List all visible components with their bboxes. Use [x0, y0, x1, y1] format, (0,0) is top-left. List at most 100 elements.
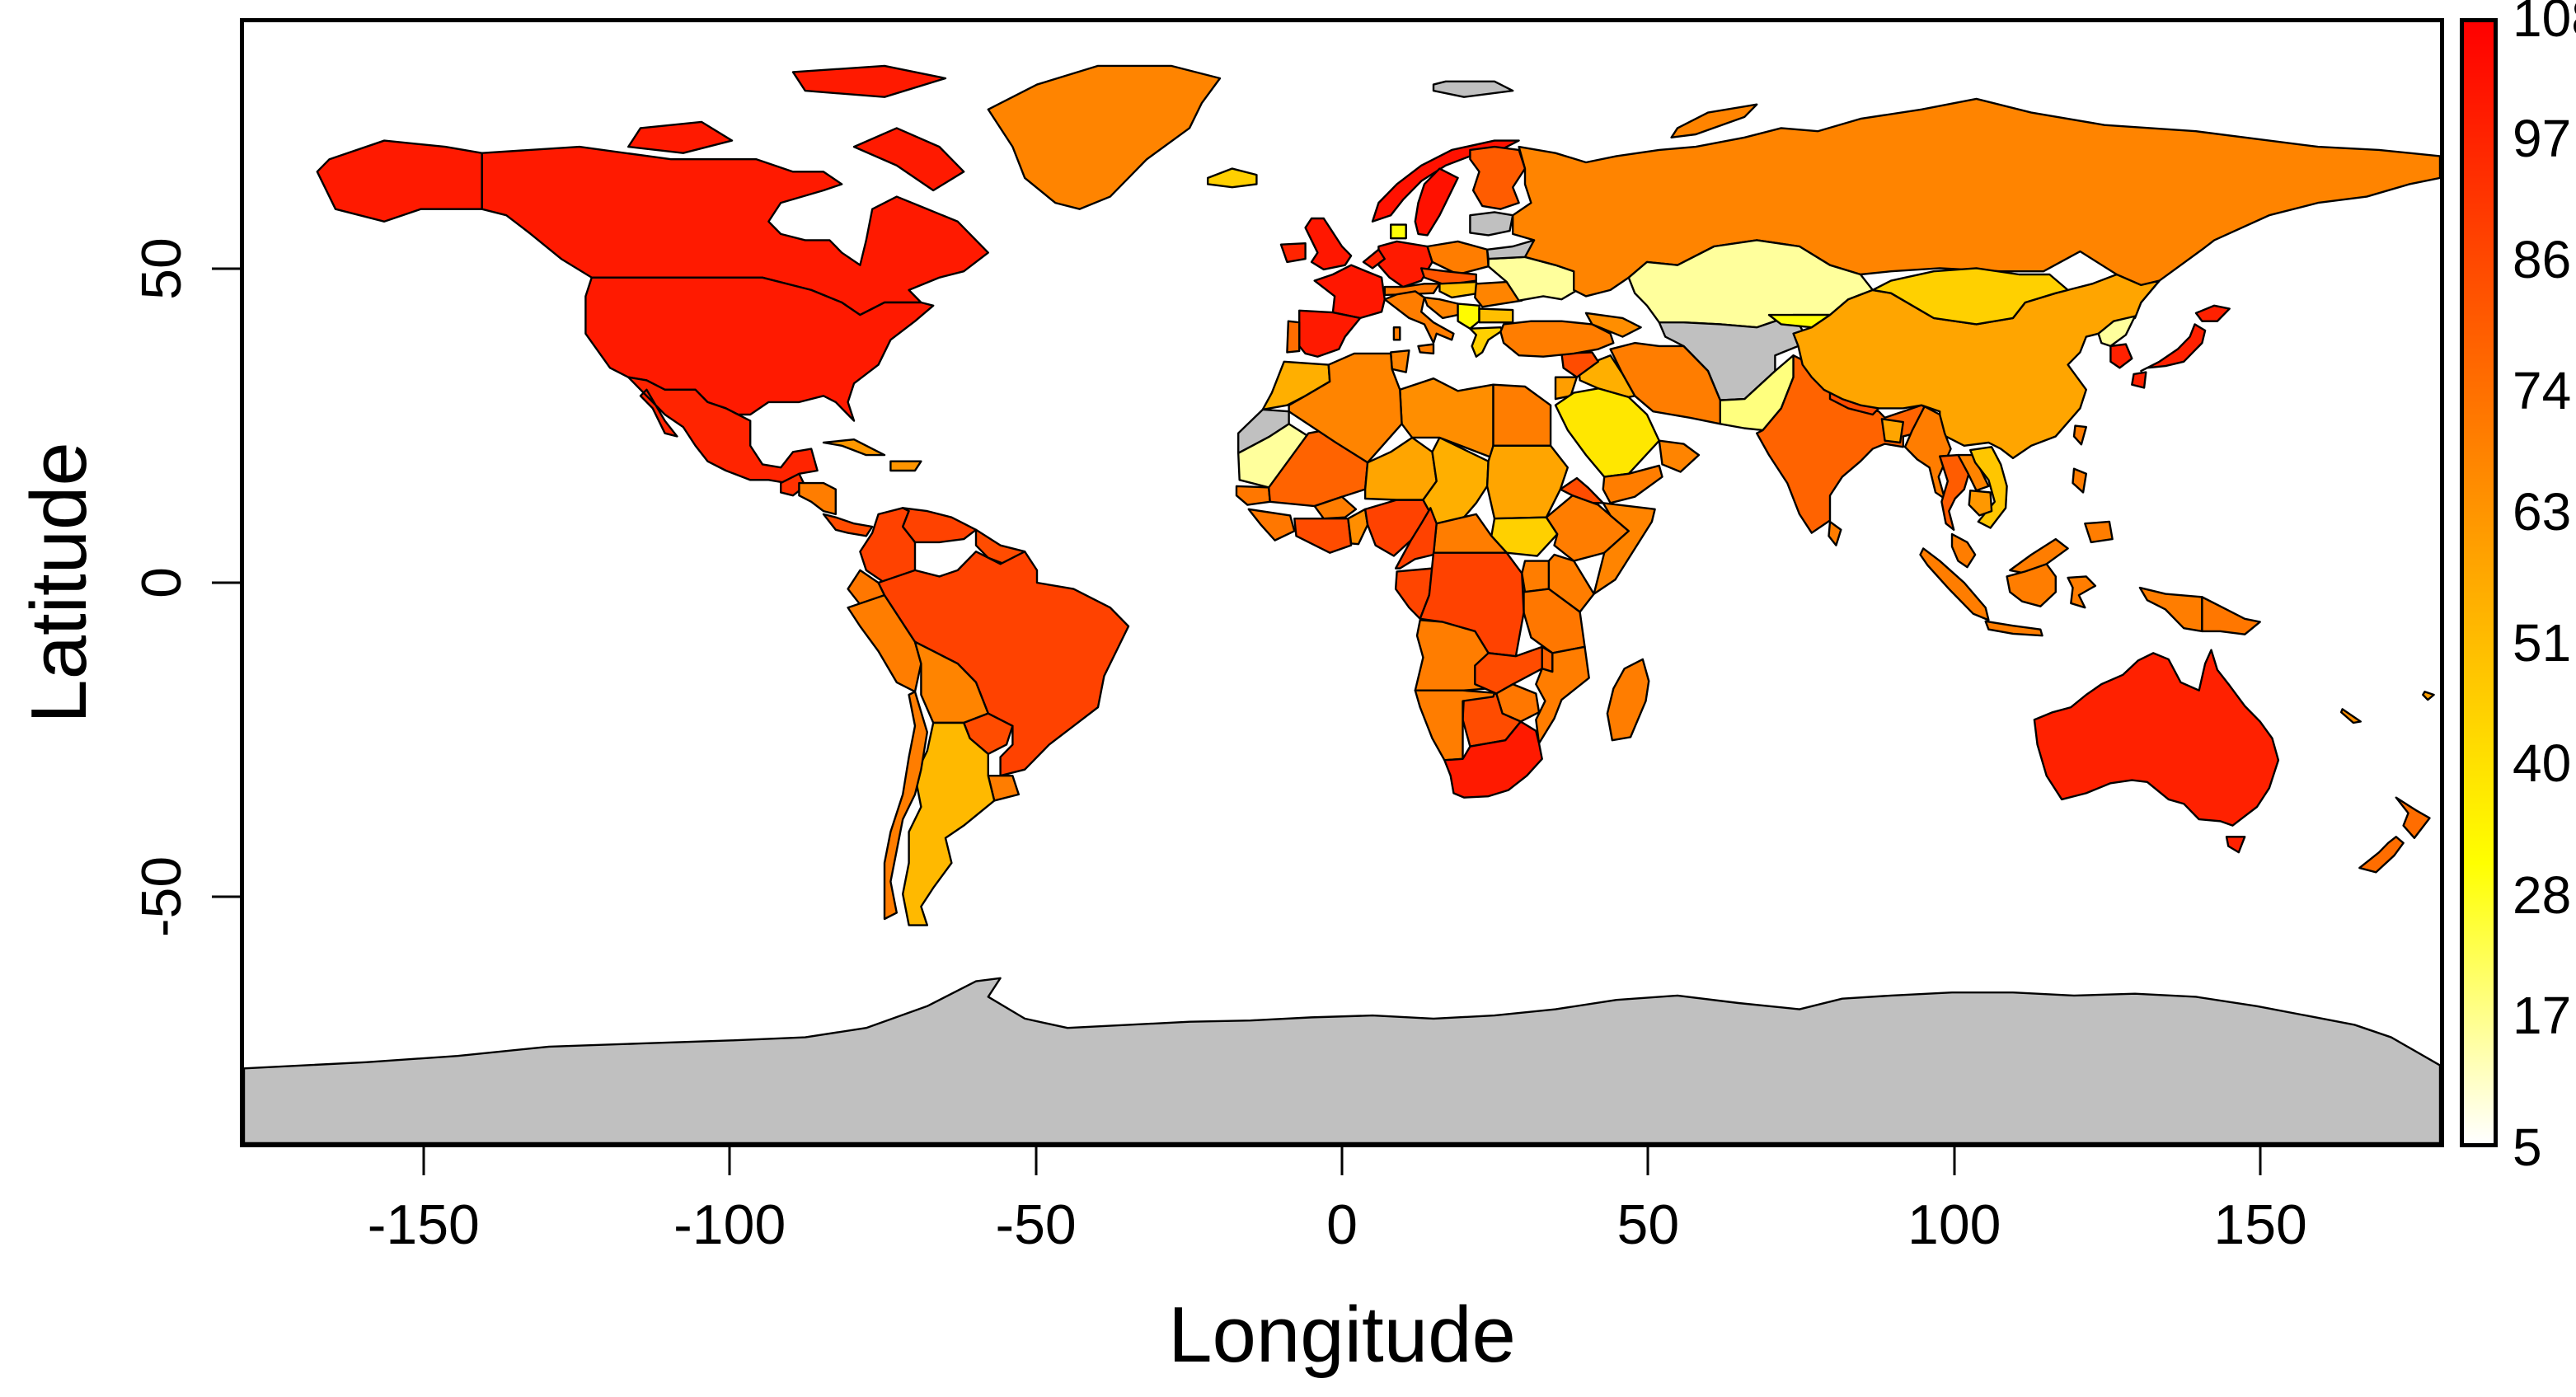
legend-tick-label: 40	[2513, 734, 2572, 794]
x-tick-mark	[1340, 1147, 1344, 1175]
country-antarctica: Antarctica (NA)	[244, 978, 2440, 1143]
country-srilanka: Sri Lanka : 70	[1829, 522, 1842, 546]
x-tick-label: -50	[995, 1193, 1077, 1256]
country-cuba: Cuba : 62	[823, 439, 884, 455]
country-svalbard: Svalbard (NA)	[1433, 82, 1513, 97]
x-tick-label: 50	[1616, 1193, 1680, 1256]
x-tick-mark	[1035, 1147, 1038, 1175]
country-newcaledonia: New Caledonia : 65	[2341, 709, 2361, 723]
legend-tick-label: 51	[2513, 613, 2572, 673]
x-tick-mark	[1953, 1147, 1956, 1175]
country-croatia_bosnia: Croatia / Bosnia : 68	[1424, 298, 1458, 318]
country-yemen: Yemen : 70	[1603, 466, 1663, 503]
country-philippines: Philippines : 70	[2073, 469, 2113, 542]
x-tick-label: 0	[1326, 1193, 1358, 1256]
country-cameroon: Cameroon : 88	[1396, 508, 1437, 568]
country-madagascar: Madagascar : 70	[1607, 659, 1649, 740]
country-mexico: Mexico : 97	[628, 377, 817, 483]
country-cambodia: Cambodia : 62	[1969, 490, 1992, 515]
legend-tick-label: 28	[2513, 865, 2572, 926]
country-iceland: Iceland : 45	[1208, 169, 1256, 188]
y-axis-title: Latitude	[15, 442, 103, 724]
country-baltics: Baltic states (NA)	[1470, 212, 1513, 235]
country-egypt: Egypt : 70	[1494, 385, 1551, 446]
country-tunisia: Tunisia : 68	[1391, 350, 1409, 372]
country-togo_benin: Togo / Benin : 65	[1348, 509, 1368, 544]
country-portugal: Portugal : 75	[1287, 321, 1299, 353]
country-france: France : 101	[1315, 265, 1385, 318]
country-fiji: Fiji : 60	[2423, 691, 2433, 700]
country-spain: Spain : 100	[1299, 311, 1360, 357]
country-png: Papua New Guinea : 72	[2202, 597, 2259, 634]
x-tick-label: 150	[2213, 1193, 2307, 1256]
country-hispaniola: Haiti / Dominican Republic : 63	[890, 462, 921, 471]
country-vietnam: Vietnam : 48	[1970, 447, 2006, 527]
country-alaska: United States (Alaska) : 100	[317, 141, 482, 222]
country-czech_slovakia: Czechia / Slovakia : 82	[1421, 268, 1476, 284]
country-costarica_panama: Costa Rica / Panama : 85	[823, 514, 872, 536]
color-scale-bar	[2460, 18, 2498, 1147]
country-oman: Oman : 68	[1659, 441, 1699, 472]
x-tick-mark	[2259, 1147, 2262, 1175]
country-greenland: Greenland : 68	[988, 66, 1220, 209]
country-guinea: Guinea / Sierra Leone / Liberia : 72	[1249, 509, 1295, 541]
x-tick-mark	[422, 1147, 425, 1175]
country-hungary: Hungary : 50	[1439, 282, 1479, 298]
country-algeria: Algeria : 68	[1289, 354, 1402, 462]
country-indonesia: Indonesia : 70	[1921, 548, 2203, 635]
x-tick-mark	[1646, 1147, 1649, 1175]
country-skorea: South Korea : 98	[2110, 345, 2132, 368]
country-mozambique: Mozambique : 70	[1536, 647, 1588, 743]
y-tick-label: 0	[130, 567, 193, 598]
country-australia: Australia : 98	[2034, 650, 2278, 853]
x-axis-title: Longitude	[1168, 1291, 1516, 1379]
country-bulgaria: Bulgaria : 50	[1480, 309, 1513, 323]
country-mongolia: Mongolia : 45	[1873, 268, 2068, 324]
country-japan: Japan : 98	[2132, 306, 2229, 388]
country-bangladesh: Bangladesh : 58	[1882, 419, 1903, 443]
legend-tick-label: 97	[2513, 109, 2572, 169]
y-tick-mark	[212, 267, 240, 270]
country-italy: Italy : 70	[1385, 291, 1454, 354]
country-arctic2: Canada (Victoria Island) : 100	[628, 122, 732, 153]
x-tick-label: -150	[367, 1193, 480, 1256]
country-southafrica: South Africa : 100	[1444, 721, 1541, 797]
legend-tick-label: 86	[2513, 229, 2572, 289]
country-laos: Laos : 68	[1958, 455, 1988, 490]
country-malaysia: Malaysia : 70	[1952, 534, 2068, 574]
country-ireland: Ireland : 97	[1281, 243, 1306, 262]
country-argentina: Argentina : 52	[903, 723, 994, 926]
map-plot-area: Antarctica (NA)Svalbard (NA)Canada : 100…	[240, 18, 2444, 1147]
legend-tick-label: 17	[2513, 986, 2572, 1046]
country-germany: Germany : 100	[1378, 241, 1432, 287]
country-turkey: Turkey : 70	[1500, 321, 1613, 357]
country-uk: United Kingdom : 101	[1306, 218, 1352, 270]
country-namibia: Namibia : 70	[1415, 691, 1494, 761]
country-burkina: Burkina Faso : 70	[1315, 497, 1356, 518]
country-venezuela: Venezuela : 88	[903, 508, 976, 542]
country-nz: New Zealand : 75	[2359, 798, 2429, 873]
legend-tick-label: 74	[2513, 361, 2572, 421]
country-sweden: Sweden : 103	[1415, 169, 1458, 236]
country-brazil: Brazil : 88	[879, 551, 1128, 776]
y-tick-label: 50	[130, 237, 193, 301]
country-uganda: Uganda : 70	[1522, 561, 1549, 593]
country-arctic3: Canada (Ellesmere Island) : 100	[793, 66, 945, 97]
country-serbia: Serbia : 32	[1458, 304, 1480, 329]
country-syria: Syria : 85	[1561, 352, 1598, 377]
country-senegal: Senegal : 72	[1236, 486, 1270, 505]
x-tick-label: 100	[1907, 1193, 2001, 1256]
y-tick-mark	[212, 581, 240, 584]
country-denmark: Denmark : 30	[1391, 225, 1406, 239]
country-norway: Norway : 103	[1372, 141, 1519, 222]
country-angola: Angola : 70	[1415, 620, 1489, 690]
country-greece: Greece : 45	[1470, 327, 1502, 357]
country-caucasus: Georgia / Azerbaijan : 65	[1586, 313, 1641, 337]
country-cotedivoire_ghana: Cote d'Ivoire / Ghana : 85	[1294, 518, 1351, 553]
world-map: Antarctica (NA)Svalbard (NA)Canada : 100…	[244, 22, 2440, 1143]
country-austria_switzerland: Austria / Switzerland : 72	[1385, 284, 1440, 295]
country-honduras_nicaragua: Honduras / Nicaragua : 70	[799, 483, 835, 514]
country-arctic1: Canada (Baffin Island) : 100	[854, 128, 964, 190]
y-tick-mark	[212, 895, 240, 898]
